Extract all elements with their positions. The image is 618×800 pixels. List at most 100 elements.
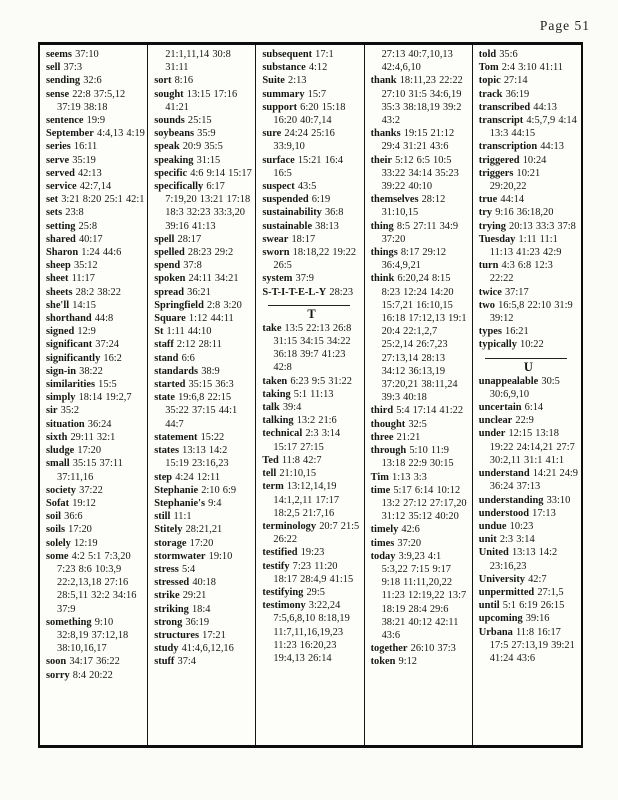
entry-refs: 6:19 (311, 194, 331, 206)
entry-word: series (46, 141, 71, 153)
index-entry: Tim 1:13 3:3 (371, 471, 470, 484)
entry-word: three (370, 431, 394, 443)
entry-word: shorthand (46, 313, 92, 325)
entry-word: still (154, 511, 171, 523)
index-entry: 21:1,11,14 30:8 31:11 (154, 48, 253, 74)
index-entry: she'll 14:15 (46, 299, 145, 312)
entry-word: Ted (262, 454, 279, 466)
entry-refs: 36:19 (185, 616, 210, 628)
entry-refs: 16:21 (505, 326, 529, 338)
entry-refs: 3:21 8:20 25:1 42:1 (61, 194, 145, 206)
index-entry: standards 38:9 (154, 365, 253, 378)
entry-word: through (370, 445, 407, 457)
entry-word: surface (262, 154, 295, 166)
index-entry: something 9:10 32:8,19 37:12,18 38:10,16… (46, 616, 145, 656)
entry-word: situation (46, 418, 85, 430)
index-entry: thanks 19:15 21:12 29:4 31:21 43:6 (371, 127, 470, 153)
entry-word: soybeans (154, 128, 195, 140)
entry-refs: 15:21 16:4 16:5 (273, 154, 344, 179)
index-entry: technical 2:3 3:14 15:17 27:15 (262, 427, 361, 453)
entry-refs: 18:11,23 22:22 27:10 31:5 34:6,19 35:3 3… (381, 75, 463, 127)
entry-refs: 20:13 33:3 37:8 (509, 220, 576, 232)
entry-word: understand (478, 468, 530, 480)
entry-refs: 17:20 (77, 445, 102, 457)
index-entry: topic 27:14 (479, 74, 579, 87)
entry-refs: 29:5 (306, 586, 325, 598)
entry-refs: 38:22 (79, 365, 103, 377)
index-entry: sign-in 38:22 (46, 365, 145, 378)
index-entry: types 16:21 (479, 325, 579, 338)
entry-word: talking (262, 415, 294, 427)
entry-refs: 13:5 22:13 26:8 31:15 34:15 34:22 36:18 … (273, 322, 352, 374)
entry-refs: 10:21 29:20,22 (489, 167, 541, 193)
index-entry: told 35:6 (479, 48, 579, 61)
entry-word: transcription (478, 141, 538, 153)
entry-refs: 9:16 36:18,20 (495, 207, 554, 219)
index-entry: strike 29:21 (154, 589, 253, 602)
entry-refs: 17:21 (202, 629, 226, 641)
index-column: told 35:6 Tom 2:4 3:10 41:11 topic 27:14 tr… (473, 45, 581, 745)
entry-word: Springfield (154, 299, 204, 311)
entry-word: speaking (154, 154, 194, 166)
entry-word: spend (154, 260, 181, 272)
index-entry: sworn 18:18,22 19:22 26:5 (262, 246, 361, 272)
index-entry: substance 4:12 (262, 61, 361, 74)
index-entry: significant 37:24 (46, 338, 145, 351)
entry-word: triggered (478, 154, 520, 166)
index-entry: staff 2:12 28:11 (154, 338, 253, 351)
entry-word: simply (46, 392, 76, 404)
entry-refs: 37:8 (183, 260, 202, 272)
index-entry: sheet 11:17 (46, 272, 145, 285)
index-entry: specific 4:6 9:14 15:17 (154, 167, 253, 180)
index-entry: sheets 28:2 38:22 (46, 286, 145, 299)
entry-refs: 27:14 (503, 75, 528, 87)
index-entry: simply 18:14 19:2,7 (46, 391, 145, 404)
entry-word: sign-in (46, 365, 77, 377)
index-entry: signed 12:9 (46, 325, 145, 338)
index-entry: soon 34:17 36:22 (46, 655, 145, 668)
entry-word: setting (46, 220, 76, 232)
index-entry: sort 8:16 (154, 74, 253, 87)
entry-refs: 32:5 (408, 418, 427, 430)
index-entry: testifying 29:5 (262, 586, 361, 599)
entry-refs: 44:13 (533, 101, 557, 113)
entry-word: thank (370, 75, 397, 87)
entry-refs: 34:17 36:22 (69, 656, 120, 668)
entry-word: Tuesday (478, 233, 516, 245)
index-entry: sought 13:15 17:16 41:21 (154, 88, 253, 114)
index-entry: Sofat 19:12 (46, 497, 145, 510)
entry-word: strong (154, 616, 183, 628)
entry-word: stuff (154, 656, 175, 668)
entry-refs: 12:15 13:18 19:22 24:14,21 27:7 30:2,11 … (489, 428, 575, 466)
entry-word: try (478, 207, 493, 219)
index-entry: United 13:13 14:2 23:16,23 (479, 546, 579, 572)
index-entry: serve 35:19 (46, 154, 145, 167)
index-entry: think 6:20,24 8:15 8:23 12:24 14:20 15:7… (371, 272, 470, 404)
entry-refs: 4:5,7,9 4:14 13:3 44:15 (489, 115, 577, 140)
entry-word: turn (478, 260, 499, 272)
index-entry: talk 39:4 (262, 401, 361, 414)
index-entry: Urbana 11:8 16:17 17:5 27:13,19 39:21 41… (479, 626, 579, 666)
index-entry: terminology 20:7 21:5 26:22 (262, 520, 361, 546)
entry-refs: 41:4,6,12,16 (181, 643, 234, 655)
index-entry: sounds 25:15 (154, 114, 253, 127)
entry-word: suspect (262, 181, 295, 193)
entry-word: structures (154, 629, 200, 641)
entry-word: soils (46, 524, 66, 536)
entry-word: speak (154, 141, 180, 153)
entry-refs: 38:9 (201, 365, 220, 377)
entry-word: society (46, 484, 77, 496)
entry-refs: 9:4 (208, 497, 222, 509)
entry-refs: 11:17 (71, 273, 95, 285)
entry-refs: 36:21 (187, 286, 211, 298)
entry-refs: 18:17 (291, 233, 316, 245)
index-entry: sets 23:8 (46, 206, 145, 219)
entry-refs: 44:8 (94, 313, 114, 325)
entry-word: sense (46, 88, 70, 100)
index-entry: stressed 40:18 (154, 576, 253, 589)
entry-word: unit (478, 534, 497, 546)
index-entry: specifically 6:17 7:19,20 13:21 17:18 18… (154, 180, 253, 233)
section-divider: U (479, 352, 579, 375)
entry-refs: 5:12 6:5 10:5 33:22 34:14 35:23 39:22 40… (381, 154, 459, 193)
